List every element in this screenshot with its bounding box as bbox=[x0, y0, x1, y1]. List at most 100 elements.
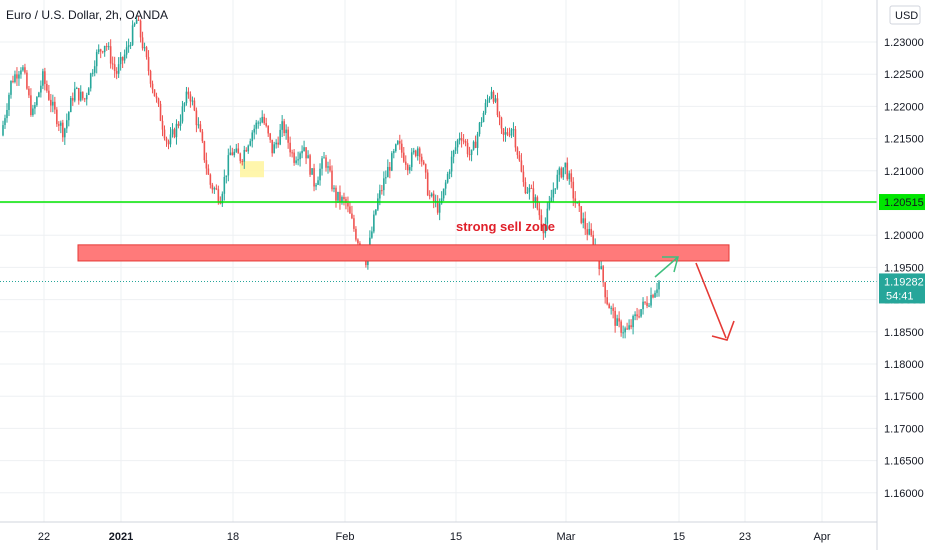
candle-body bbox=[516, 147, 519, 156]
candle-body bbox=[129, 44, 132, 46]
candle-body bbox=[211, 184, 214, 190]
candle-body bbox=[317, 180, 319, 185]
candle-body bbox=[71, 98, 74, 101]
candle-body bbox=[215, 188, 218, 190]
candle-body bbox=[329, 166, 331, 171]
candle-body bbox=[241, 160, 244, 162]
candle-body bbox=[510, 129, 513, 136]
candle-body bbox=[249, 141, 252, 146]
candle-body bbox=[83, 98, 86, 100]
candle-body bbox=[223, 176, 226, 194]
candle-body bbox=[448, 171, 451, 175]
candle-body bbox=[245, 149, 248, 152]
candle-body bbox=[335, 187, 337, 201]
candle-body bbox=[343, 197, 345, 200]
candle-body bbox=[67, 112, 70, 121]
candle-body bbox=[147, 56, 150, 72]
candle-body bbox=[103, 45, 106, 53]
candle-body bbox=[646, 302, 648, 307]
candle-body bbox=[133, 23, 136, 26]
candle-body bbox=[514, 129, 517, 148]
candle-body bbox=[155, 96, 158, 99]
candle-body bbox=[484, 102, 487, 114]
candle-body bbox=[381, 190, 383, 192]
candle-body bbox=[530, 187, 533, 189]
candle-body bbox=[648, 305, 650, 307]
candle-body bbox=[277, 142, 279, 145]
support-line-badge: 1.20515 bbox=[879, 194, 925, 211]
candle-body bbox=[642, 301, 644, 310]
candle-body bbox=[630, 325, 632, 328]
time-tick-label: 22 bbox=[38, 531, 50, 543]
sell-zone-rect[interactable] bbox=[77, 244, 730, 262]
candle-body bbox=[337, 191, 339, 201]
candle-body bbox=[18, 74, 20, 79]
candle-body bbox=[107, 46, 110, 48]
candle-body bbox=[404, 161, 407, 165]
candle-body bbox=[341, 197, 343, 203]
candle-body bbox=[2, 125, 4, 136]
candle-body bbox=[153, 89, 156, 97]
candle-body bbox=[351, 213, 353, 219]
candle-body bbox=[550, 197, 553, 202]
candle-body bbox=[470, 149, 473, 155]
grid bbox=[0, 0, 877, 522]
candle-body bbox=[175, 123, 178, 138]
candle-body bbox=[600, 266, 602, 270]
candle-body bbox=[406, 164, 409, 171]
candle-body bbox=[69, 98, 72, 113]
candle-body bbox=[28, 88, 30, 96]
candle-body bbox=[159, 103, 162, 121]
candle-body bbox=[526, 192, 529, 194]
green-arrow[interactable] bbox=[654, 256, 679, 278]
candle-body bbox=[257, 122, 260, 124]
last-price-badge: 1.19282 54:41 bbox=[879, 273, 925, 304]
candle-body bbox=[486, 99, 489, 103]
candle-body bbox=[66, 120, 68, 129]
candle-body bbox=[95, 52, 98, 67]
candle-body bbox=[151, 83, 154, 90]
candle-body bbox=[117, 64, 120, 74]
candle-body bbox=[632, 316, 634, 328]
candle-body bbox=[255, 122, 258, 129]
candle-body bbox=[538, 208, 541, 216]
candle-body bbox=[654, 292, 656, 298]
candle-body bbox=[389, 166, 391, 171]
price-tick-label: 1.17000 bbox=[884, 423, 924, 435]
horizontal-grid bbox=[0, 41, 877, 494]
candle-body bbox=[179, 121, 182, 126]
candle-body bbox=[400, 143, 403, 153]
candle-body bbox=[125, 47, 128, 55]
candle-body bbox=[540, 215, 543, 226]
time-tick-label: 2021 bbox=[109, 531, 133, 543]
candle-body bbox=[85, 95, 88, 100]
candle-body bbox=[402, 152, 405, 162]
candle-body bbox=[652, 295, 654, 298]
candle-body bbox=[209, 174, 212, 185]
candle-body bbox=[345, 199, 347, 204]
candle-body bbox=[626, 328, 628, 330]
candle-body bbox=[480, 121, 483, 123]
candle-body bbox=[26, 72, 28, 89]
candle-body bbox=[203, 141, 206, 161]
candle-body bbox=[291, 152, 293, 154]
red-arrow[interactable] bbox=[695, 262, 735, 341]
candle-body bbox=[379, 190, 381, 199]
candle-body bbox=[640, 309, 642, 317]
candle-body bbox=[297, 159, 299, 161]
candle-body bbox=[604, 282, 606, 298]
price-tick-label: 1.18000 bbox=[884, 359, 924, 371]
candle-body bbox=[171, 129, 174, 135]
time-tick-label: Feb bbox=[336, 531, 355, 543]
candle-body bbox=[436, 200, 439, 213]
candle-body bbox=[616, 318, 618, 326]
candle-body bbox=[588, 228, 591, 235]
currency-button[interactable]: USD bbox=[889, 5, 921, 25]
candle-body bbox=[44, 71, 46, 84]
candle-body bbox=[24, 67, 26, 73]
candle-body bbox=[542, 225, 545, 234]
candle-body bbox=[458, 138, 461, 141]
candle-body bbox=[201, 131, 204, 142]
candle-body bbox=[293, 152, 295, 163]
